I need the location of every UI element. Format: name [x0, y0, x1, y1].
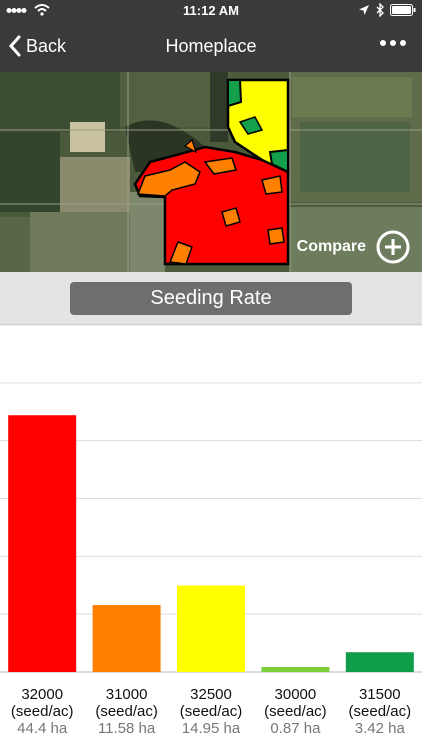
location-icon: [359, 5, 369, 15]
more-options-button[interactable]: [380, 40, 406, 46]
add-circle-icon: [376, 230, 410, 264]
bar-32000[interactable]: [8, 415, 77, 672]
layer-selector-band: Seeding Rate: [0, 272, 422, 325]
category-area: 0.87 ha: [270, 720, 321, 737]
bar-chart-svg: [0, 324, 422, 673]
compare-label: Compare: [296, 238, 366, 255]
page-title: Homeplace: [165, 36, 257, 56]
category-value: 31000: [105, 686, 148, 703]
category-unit: (seed/ac): [10, 703, 74, 720]
category-label: 31500 (seed/ac) 3.42 ha: [338, 686, 422, 737]
more-dot-icon: [390, 40, 396, 46]
back-button[interactable]: Back: [8, 35, 66, 57]
status-bar: 11:12 AM: [0, 0, 422, 22]
back-label: Back: [26, 35, 67, 56]
battery-icon: [390, 4, 416, 16]
category-unit: (seed/ac): [348, 703, 412, 720]
category-unit: (seed/ac): [264, 703, 327, 720]
category-unit: (seed/ac): [179, 703, 243, 720]
category-area: 11.58 ha: [97, 720, 156, 737]
category-label: 32500 (seed/ac) 14.95 ha: [169, 686, 253, 737]
nav-bar: Back Homeplace: [0, 22, 422, 72]
category-label: 30000 (seed/ac) 0.87 ha: [253, 686, 337, 737]
bar-32500[interactable]: [177, 585, 245, 672]
bluetooth-icon: [376, 3, 384, 17]
bar-31000[interactable]: [92, 605, 161, 672]
wifi-icon: [34, 4, 50, 16]
status-time: 11:12 AM: [183, 3, 239, 18]
category-area: 44.4 ha: [17, 720, 68, 737]
layer-selector-button[interactable]: Seeding Rate: [70, 282, 352, 315]
more-dot-icon: [380, 40, 386, 46]
category-label: 31000 (seed/ac) 11.58 ha: [85, 686, 169, 737]
category-area: 3.42 ha: [354, 720, 405, 737]
satellite-imagery: [0, 72, 422, 272]
category-area: 14.95 ha: [181, 720, 241, 737]
chevron-left-icon: [8, 35, 21, 57]
status-left: [6, 4, 50, 16]
category-value: 31500: [358, 686, 401, 703]
category-unit: (seed/ac): [95, 703, 158, 720]
seeding-rate-chart: 32000 (seed/ac) 44.4 ha 31000 (seed/ac) 11.58…: [0, 324, 422, 750]
field-map[interactable]: Compare: [0, 72, 422, 272]
category-label: 32000 (seed/ac) 44.4 ha: [0, 686, 84, 737]
more-dot-icon: [400, 40, 406, 46]
compare-button[interactable]: Compare: [297, 230, 410, 264]
bar-30000[interactable]: [261, 666, 330, 672]
signal-icon: [6, 7, 27, 13]
status-right: [358, 3, 416, 17]
category-value: 30000: [274, 686, 317, 703]
category-value: 32500: [190, 686, 232, 703]
category-value: 32000: [21, 686, 64, 703]
bar-31500[interactable]: [345, 652, 414, 672]
